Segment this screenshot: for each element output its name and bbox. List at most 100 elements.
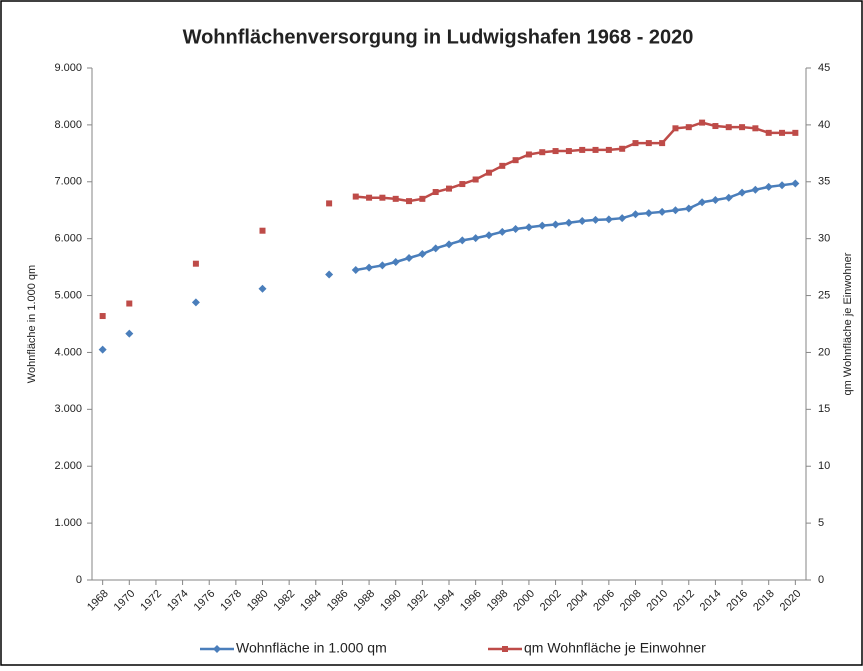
point <box>125 329 134 338</box>
point <box>698 198 707 207</box>
y-axis-label: Wohnfläche in 1.000 qm <box>26 265 38 383</box>
point <box>658 207 667 216</box>
y-tick-label: 2.000 <box>54 460 82 472</box>
legend-marker <box>213 645 221 653</box>
point <box>645 140 652 147</box>
point <box>525 151 532 158</box>
y2-tick-label: 15 <box>818 403 830 415</box>
y2-axis-label: qm Wohnfläche je Einwohner <box>842 252 854 395</box>
y2-tick-label: 45 <box>818 62 830 74</box>
series-line <box>355 182 796 272</box>
point <box>419 195 426 202</box>
point <box>711 195 720 204</box>
point <box>471 234 480 243</box>
point <box>498 227 507 236</box>
point <box>764 182 773 191</box>
point <box>379 194 386 201</box>
legend-label: Wohnfläche in 1.000 qm <box>236 640 387 656</box>
point <box>592 146 599 153</box>
point <box>326 200 333 207</box>
y-tick-label: 4.000 <box>54 346 82 358</box>
point <box>644 209 653 218</box>
point <box>605 146 612 153</box>
point <box>725 124 732 131</box>
point <box>565 148 572 155</box>
point <box>685 124 692 131</box>
point <box>378 261 387 270</box>
y-tick-label: 1.000 <box>54 517 82 529</box>
y2-tick-label: 20 <box>818 346 830 358</box>
point <box>538 221 547 230</box>
point <box>579 146 586 153</box>
y-tick-label: 7.000 <box>54 176 82 188</box>
point <box>792 129 799 136</box>
point <box>791 179 800 188</box>
point <box>578 217 587 226</box>
y2-tick-label: 35 <box>818 176 830 188</box>
point <box>591 215 600 224</box>
point <box>604 215 613 224</box>
point <box>552 148 559 155</box>
y2-tick-label: 30 <box>818 233 830 245</box>
series-line <box>355 121 796 203</box>
y-tick-label: 9.000 <box>54 62 82 74</box>
y-tick-label: 8.000 <box>54 119 82 131</box>
y-tick-label: 0 <box>76 574 82 586</box>
point <box>472 176 479 183</box>
y-tick-label: 6.000 <box>54 233 82 245</box>
point <box>126 300 133 307</box>
point <box>405 254 414 263</box>
point <box>406 198 413 205</box>
point <box>365 263 374 272</box>
point <box>192 260 199 267</box>
point <box>765 129 772 136</box>
point <box>99 313 106 320</box>
point <box>259 227 266 234</box>
chart-title: Wohnflächenversorgung in Ludwigshafen 19… <box>183 26 694 48</box>
point <box>352 193 359 200</box>
y2-tick-label: 0 <box>818 574 824 586</box>
point <box>431 244 440 253</box>
point <box>499 162 506 169</box>
point <box>712 123 719 130</box>
point <box>484 231 493 240</box>
point <box>779 129 786 136</box>
point <box>739 124 746 131</box>
point <box>325 270 334 279</box>
point <box>258 284 267 293</box>
point <box>366 194 373 201</box>
point <box>752 125 759 132</box>
point <box>632 140 639 147</box>
point <box>445 240 453 249</box>
point <box>618 214 627 223</box>
point <box>751 185 760 194</box>
point <box>724 193 733 202</box>
point <box>551 220 560 229</box>
y2-tick-label: 25 <box>818 289 830 301</box>
point <box>351 265 360 274</box>
point <box>778 181 787 190</box>
y-tick-label: 5.000 <box>54 289 82 301</box>
point <box>459 181 466 188</box>
point <box>391 257 400 266</box>
point <box>458 236 467 245</box>
point <box>659 140 666 147</box>
legend-label: qm Wohnfläche je Einwohner <box>524 640 706 656</box>
point <box>619 145 626 152</box>
point <box>512 157 519 164</box>
point <box>631 210 640 219</box>
point <box>564 218 573 227</box>
point <box>671 206 680 215</box>
y2-tick-label: 10 <box>818 460 830 472</box>
point <box>392 195 399 202</box>
point <box>432 189 439 196</box>
point <box>446 185 452 192</box>
point <box>191 298 200 307</box>
y2-tick-label: 40 <box>818 119 830 131</box>
legend-marker <box>502 646 508 652</box>
point <box>672 125 679 132</box>
point <box>699 119 706 126</box>
point <box>485 169 492 176</box>
point <box>738 188 747 197</box>
